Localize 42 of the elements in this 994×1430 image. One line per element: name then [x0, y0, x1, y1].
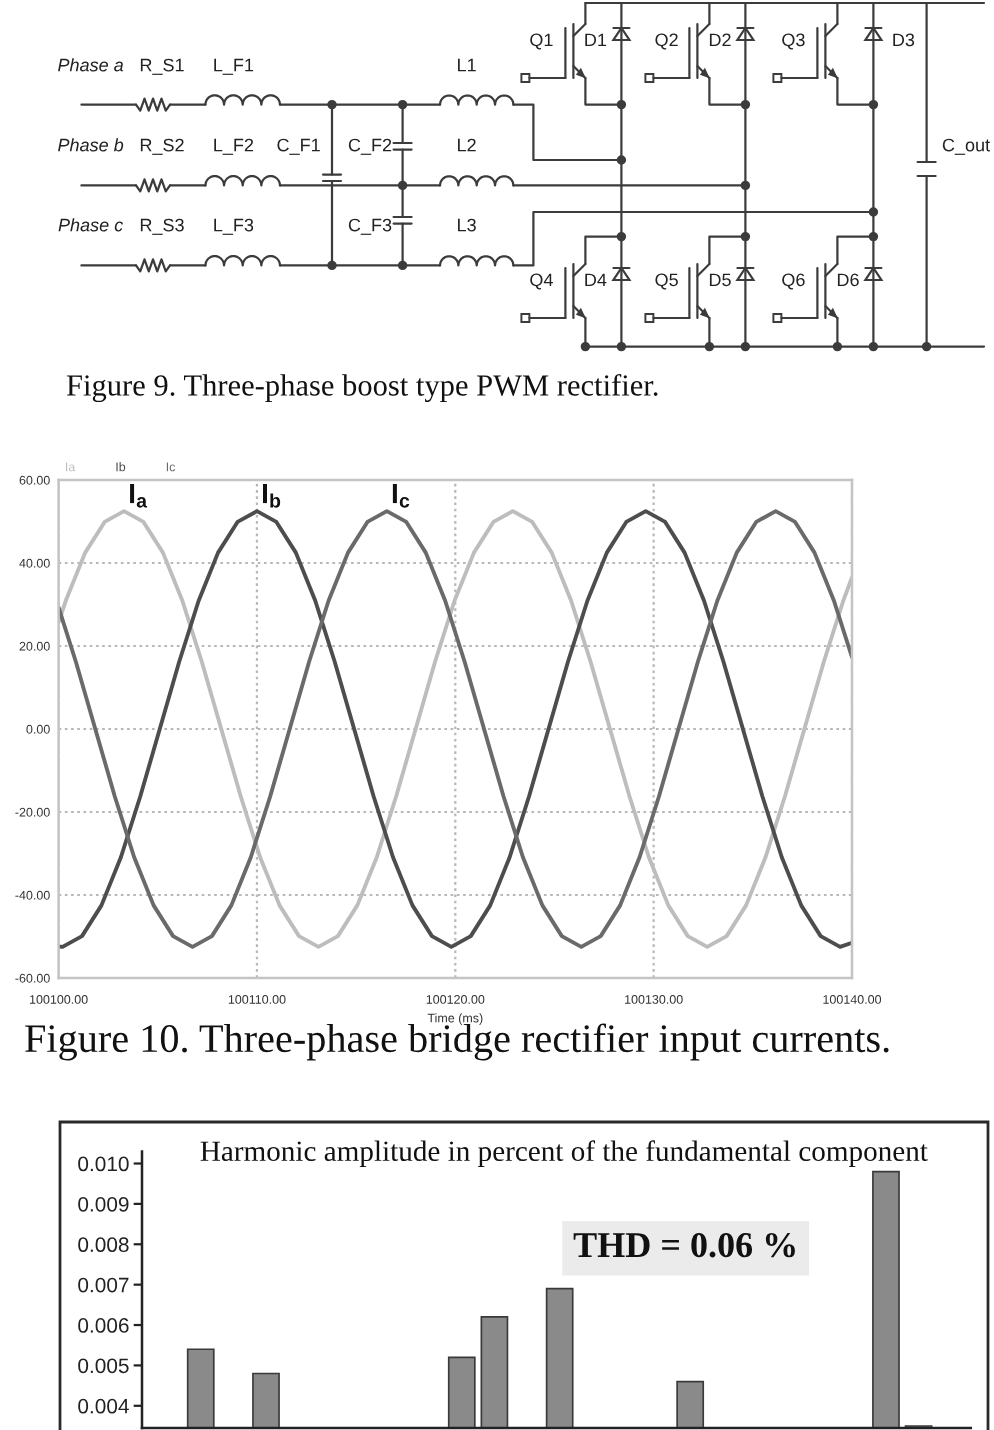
y-tick-label: 0.005 [78, 1358, 129, 1374]
annotation: I$_{a}$ [130, 483, 148, 508]
text: Q3 [782, 33, 805, 50]
text: D6 [837, 273, 859, 287]
text: Phase c [58, 218, 124, 232]
text: D3 [893, 33, 915, 47]
text: Q1 [530, 33, 553, 50]
text: Phase b [58, 138, 124, 152]
text: C_F2 [348, 138, 392, 155]
annotation: THD = 0.06 % [573, 1232, 795, 1258]
annotation: I$_{b}$ [262, 483, 281, 508]
text: Q2 [655, 33, 678, 50]
text: L2 [458, 138, 476, 152]
text: L_F3 [214, 218, 254, 235]
y-tick-label: 0.006 [78, 1318, 129, 1333]
text: Phase a [58, 58, 124, 72]
caption: Figure 10. Three-phase bridge rectifier input currents. [25, 1023, 889, 1061]
y-tick-label: 0.008 [78, 1237, 129, 1253]
text: C_out [942, 138, 990, 155]
text: L_F2 [214, 138, 254, 155]
y-tick-label: 0.007 [78, 1277, 129, 1293]
text: L3 [458, 218, 476, 232]
text: D2 [709, 33, 731, 47]
text: Q4 [530, 273, 553, 290]
text: R_S1 [140, 58, 184, 75]
annotation: I$_{c}$ [392, 483, 410, 508]
text: Q5 [655, 273, 678, 290]
text: R_S2 [140, 138, 184, 155]
text: C_F3 [348, 218, 392, 235]
text: Q6 [782, 273, 805, 290]
y-tick-label: 0.009 [78, 1196, 129, 1212]
text: C_F1 [277, 138, 320, 155]
text: D1 [585, 33, 607, 47]
y-tick-label: 0.010 [78, 1156, 129, 1172]
chart-title: Harmonic amplitude in percent of the fundamental component [200, 1140, 928, 1167]
text: D5 [709, 273, 731, 287]
text: R_S3 [140, 218, 184, 235]
caption: Figure 9. Three-phase boost type PWM rectifier. [66, 373, 658, 403]
y-tick-label: 0.004 [78, 1398, 129, 1414]
text: L1 [458, 58, 476, 72]
text: L_F1 [214, 58, 254, 75]
text: D4 [585, 273, 607, 287]
